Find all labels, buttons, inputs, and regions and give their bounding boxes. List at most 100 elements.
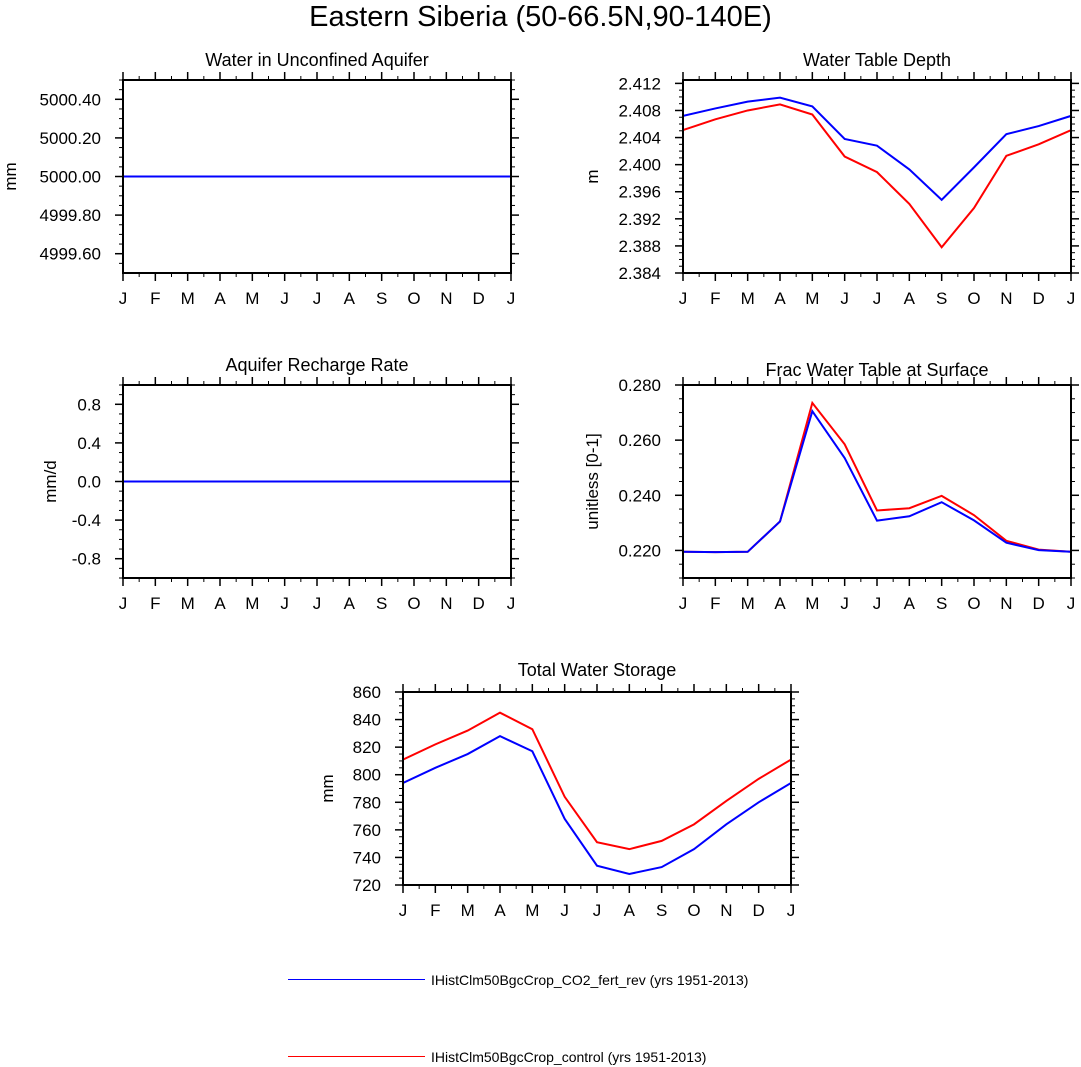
- y-tick-label: 0.260: [618, 431, 661, 450]
- x-tick-label: J: [1067, 289, 1076, 308]
- y-tick-label: 2.412: [618, 74, 661, 93]
- chart-title: Frac Water Table at Surface: [765, 360, 988, 380]
- x-tick-label: S: [936, 289, 947, 308]
- x-tick-label: M: [741, 594, 755, 613]
- x-tick-label: M: [245, 289, 259, 308]
- y-tick-label: -0.4: [72, 511, 101, 530]
- chart-title: Aquifer Recharge Rate: [225, 355, 408, 375]
- y-tick-label: 5000.40: [40, 90, 101, 109]
- x-tick-label: F: [150, 289, 160, 308]
- x-tick-label: M: [181, 594, 195, 613]
- x-tick-label: M: [525, 901, 539, 920]
- y-axis-label: unitless [0-1]: [583, 433, 602, 529]
- x-tick-label: J: [313, 289, 322, 308]
- x-tick-label: J: [280, 594, 289, 613]
- x-tick-label: F: [710, 289, 720, 308]
- x-tick-label: J: [679, 594, 688, 613]
- y-tick-label: 860: [353, 683, 381, 702]
- x-tick-label: J: [507, 289, 516, 308]
- x-tick-label: S: [656, 901, 667, 920]
- y-tick-label: 0.4: [77, 434, 101, 453]
- x-tick-label: S: [376, 289, 387, 308]
- x-tick-label: J: [119, 289, 128, 308]
- x-tick-label: J: [840, 289, 849, 308]
- x-tick-label: A: [214, 594, 226, 613]
- y-tick-label: 800: [353, 766, 381, 785]
- x-tick-label: O: [967, 594, 980, 613]
- x-tick-label: J: [873, 594, 882, 613]
- x-tick-label: O: [407, 594, 420, 613]
- y-axis-label: mm: [1, 162, 20, 190]
- y-tick-label: 2.404: [618, 129, 661, 148]
- y-tick-label: 780: [353, 793, 381, 812]
- y-tick-label: -0.8: [72, 550, 101, 569]
- y-tick-label: 0.0: [77, 473, 101, 492]
- x-tick-label: D: [473, 289, 485, 308]
- plot-frame: [682, 384, 1072, 579]
- y-tick-label: 2.392: [618, 210, 661, 229]
- chart-frac-water-table: Frac Water Table at Surface unitless [0-1…: [583, 360, 1079, 613]
- x-tick-label: M: [805, 289, 819, 308]
- y-tick-label: 4999.80: [40, 206, 101, 225]
- x-tick-label: A: [774, 594, 786, 613]
- legend-item-series-2: IHistClm50BgcCrop_control (yrs 1951-2013…: [288, 1047, 988, 1067]
- y-tick-label: 5000.20: [40, 129, 101, 148]
- x-tick-label: M: [181, 289, 195, 308]
- y-tick-label: 820: [353, 738, 381, 757]
- x-tick-label: M: [461, 901, 475, 920]
- y-tick-label: 0.8: [77, 395, 101, 414]
- y-tick-label: 2.384: [618, 264, 661, 283]
- series-line-2: [683, 96, 1071, 202]
- x-tick-label: S: [376, 594, 387, 613]
- x-tick-label: O: [687, 901, 700, 920]
- x-tick-label: F: [430, 901, 440, 920]
- x-tick-label: N: [1000, 289, 1012, 308]
- x-tick-label: N: [440, 289, 452, 308]
- y-tick-label: 720: [353, 876, 381, 895]
- x-tick-label: A: [774, 289, 786, 308]
- series-line-1: [403, 711, 791, 851]
- series-line-2: [683, 408, 1071, 554]
- x-tick-label: N: [720, 901, 732, 920]
- x-tick-label: J: [840, 594, 849, 613]
- x-tick-label: J: [507, 594, 516, 613]
- plot-frame: [682, 79, 1072, 274]
- x-tick-label: O: [407, 289, 420, 308]
- y-tick-label: 0.220: [618, 541, 661, 560]
- x-tick-label: D: [473, 594, 485, 613]
- x-tick-label: J: [313, 594, 322, 613]
- x-tick-label: J: [873, 289, 882, 308]
- legend-label-series-1: IHistClm50BgcCrop_CO2_fert_rev (yrs 1951…: [431, 972, 749, 988]
- y-tick-label: 0.240: [618, 486, 661, 505]
- x-tick-label: J: [280, 289, 289, 308]
- figure-title: Eastern Siberia (50-66.5N,90-140E): [309, 1, 772, 33]
- x-tick-label: A: [494, 901, 506, 920]
- x-tick-label: J: [560, 901, 569, 920]
- x-tick-label: S: [936, 594, 947, 613]
- y-axis-label: mm: [318, 774, 337, 802]
- x-tick-label: J: [1067, 594, 1076, 613]
- x-tick-label: J: [679, 289, 688, 308]
- y-axis-label: mm/d: [41, 460, 60, 503]
- legend-line-series-1: [288, 979, 425, 980]
- x-tick-label: J: [399, 901, 408, 920]
- series-line-1: [683, 103, 1071, 249]
- series-line-2: [403, 734, 791, 875]
- y-tick-label: 0.280: [618, 376, 661, 395]
- x-tick-label: O: [967, 289, 980, 308]
- x-tick-label: J: [787, 901, 796, 920]
- y-tick-label: 2.396: [618, 183, 661, 202]
- legend-label-series-2: IHistClm50BgcCrop_control (yrs 1951-2013…: [431, 1049, 707, 1065]
- x-tick-label: J: [593, 901, 602, 920]
- series-line-1: [683, 400, 1071, 554]
- x-tick-label: A: [904, 594, 916, 613]
- y-tick-label: 2.388: [618, 237, 661, 256]
- legend-item-series-1: IHistClm50BgcCrop_CO2_fert_rev (yrs 1951…: [288, 970, 988, 990]
- y-tick-label: 4999.60: [40, 245, 101, 264]
- x-tick-label: F: [150, 594, 160, 613]
- chart-title: Water Table Depth: [803, 50, 951, 70]
- x-tick-label: N: [440, 594, 452, 613]
